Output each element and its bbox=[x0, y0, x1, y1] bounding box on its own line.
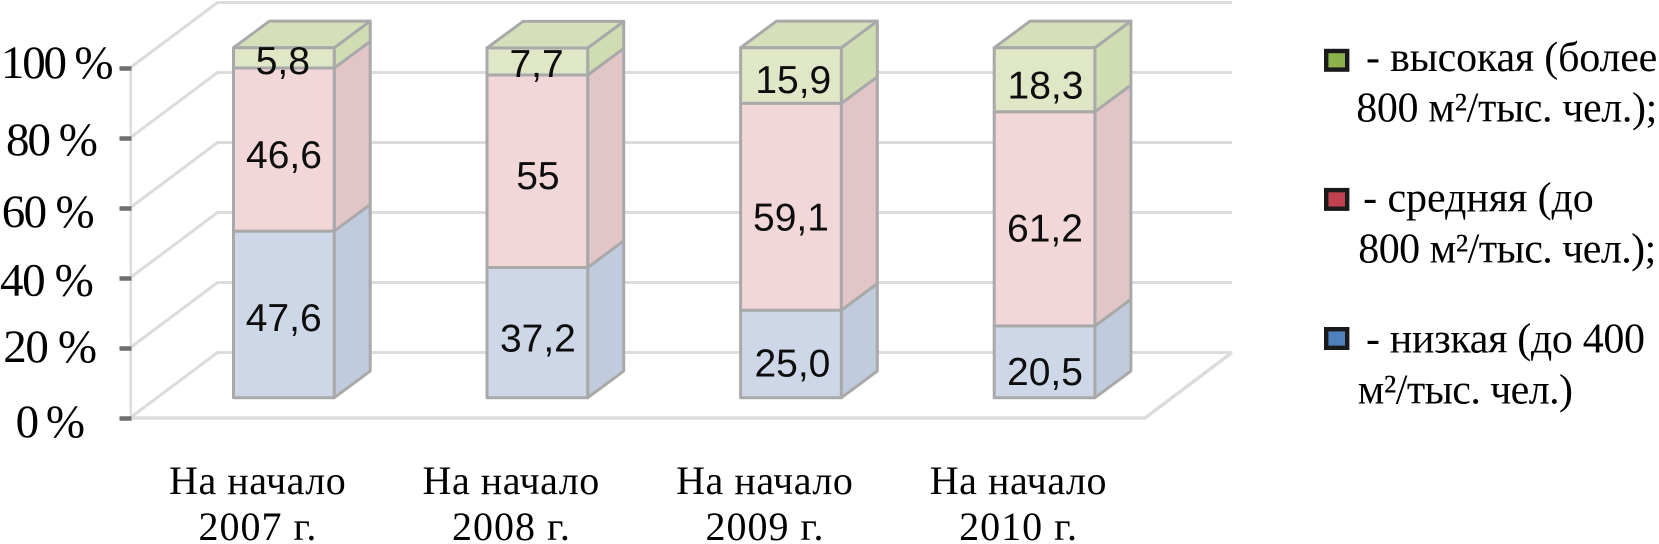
svg-text:37,2: 37,2 bbox=[500, 318, 576, 361]
svg-text:На начало: На начало bbox=[676, 458, 853, 503]
svg-text:2010 г.: 2010 г. bbox=[959, 504, 1077, 544]
svg-text:80 %: 80 % bbox=[6, 114, 98, 166]
svg-text:20,5: 20,5 bbox=[1007, 351, 1083, 394]
svg-text:0 %: 0 % bbox=[16, 396, 85, 448]
svg-text:20 %: 20 % bbox=[3, 321, 97, 373]
svg-text:100 %: 100 % bbox=[1, 37, 114, 89]
svg-text:47,6: 47,6 bbox=[246, 297, 322, 340]
svg-text:5,8: 5,8 bbox=[256, 40, 310, 83]
svg-text:2009 г.: 2009 г. bbox=[706, 504, 824, 544]
svg-text:25,0: 25,0 bbox=[754, 343, 830, 386]
svg-text:- низкая (до 400: - низкая (до 400 bbox=[1366, 317, 1645, 363]
svg-text:55: 55 bbox=[516, 155, 559, 198]
svg-text:40 %: 40 % bbox=[0, 254, 94, 306]
svg-text:- высокая (более: - высокая (более bbox=[1366, 35, 1657, 81]
svg-text:46,6: 46,6 bbox=[246, 134, 322, 177]
svg-text:На начало: На начало bbox=[423, 458, 600, 503]
svg-text:18,3: 18,3 bbox=[1008, 64, 1084, 107]
svg-text:2008 г.: 2008 г. bbox=[452, 504, 570, 544]
svg-text:15,9: 15,9 bbox=[755, 59, 831, 102]
svg-text:800 м²/тыс. чел.);: 800 м²/тыс. чел.); bbox=[1356, 86, 1657, 132]
svg-text:61,2: 61,2 bbox=[1007, 207, 1083, 250]
svg-text:800 м²/тыс. чел.);: 800 м²/тыс. чел.); bbox=[1358, 227, 1656, 273]
svg-text:На начало: На начало bbox=[169, 458, 346, 503]
svg-text:- средняя (до: - средняя (до bbox=[1363, 176, 1594, 222]
svg-text:На начало: На начало bbox=[930, 458, 1107, 503]
svg-text:м²/тыс. чел.): м²/тыс. чел.) bbox=[1358, 367, 1573, 413]
svg-text:59,1: 59,1 bbox=[753, 196, 829, 239]
svg-text:7,7: 7,7 bbox=[509, 43, 563, 86]
svg-text:60 %: 60 % bbox=[2, 186, 95, 238]
svg-text:2007 г.: 2007 г. bbox=[198, 504, 316, 544]
